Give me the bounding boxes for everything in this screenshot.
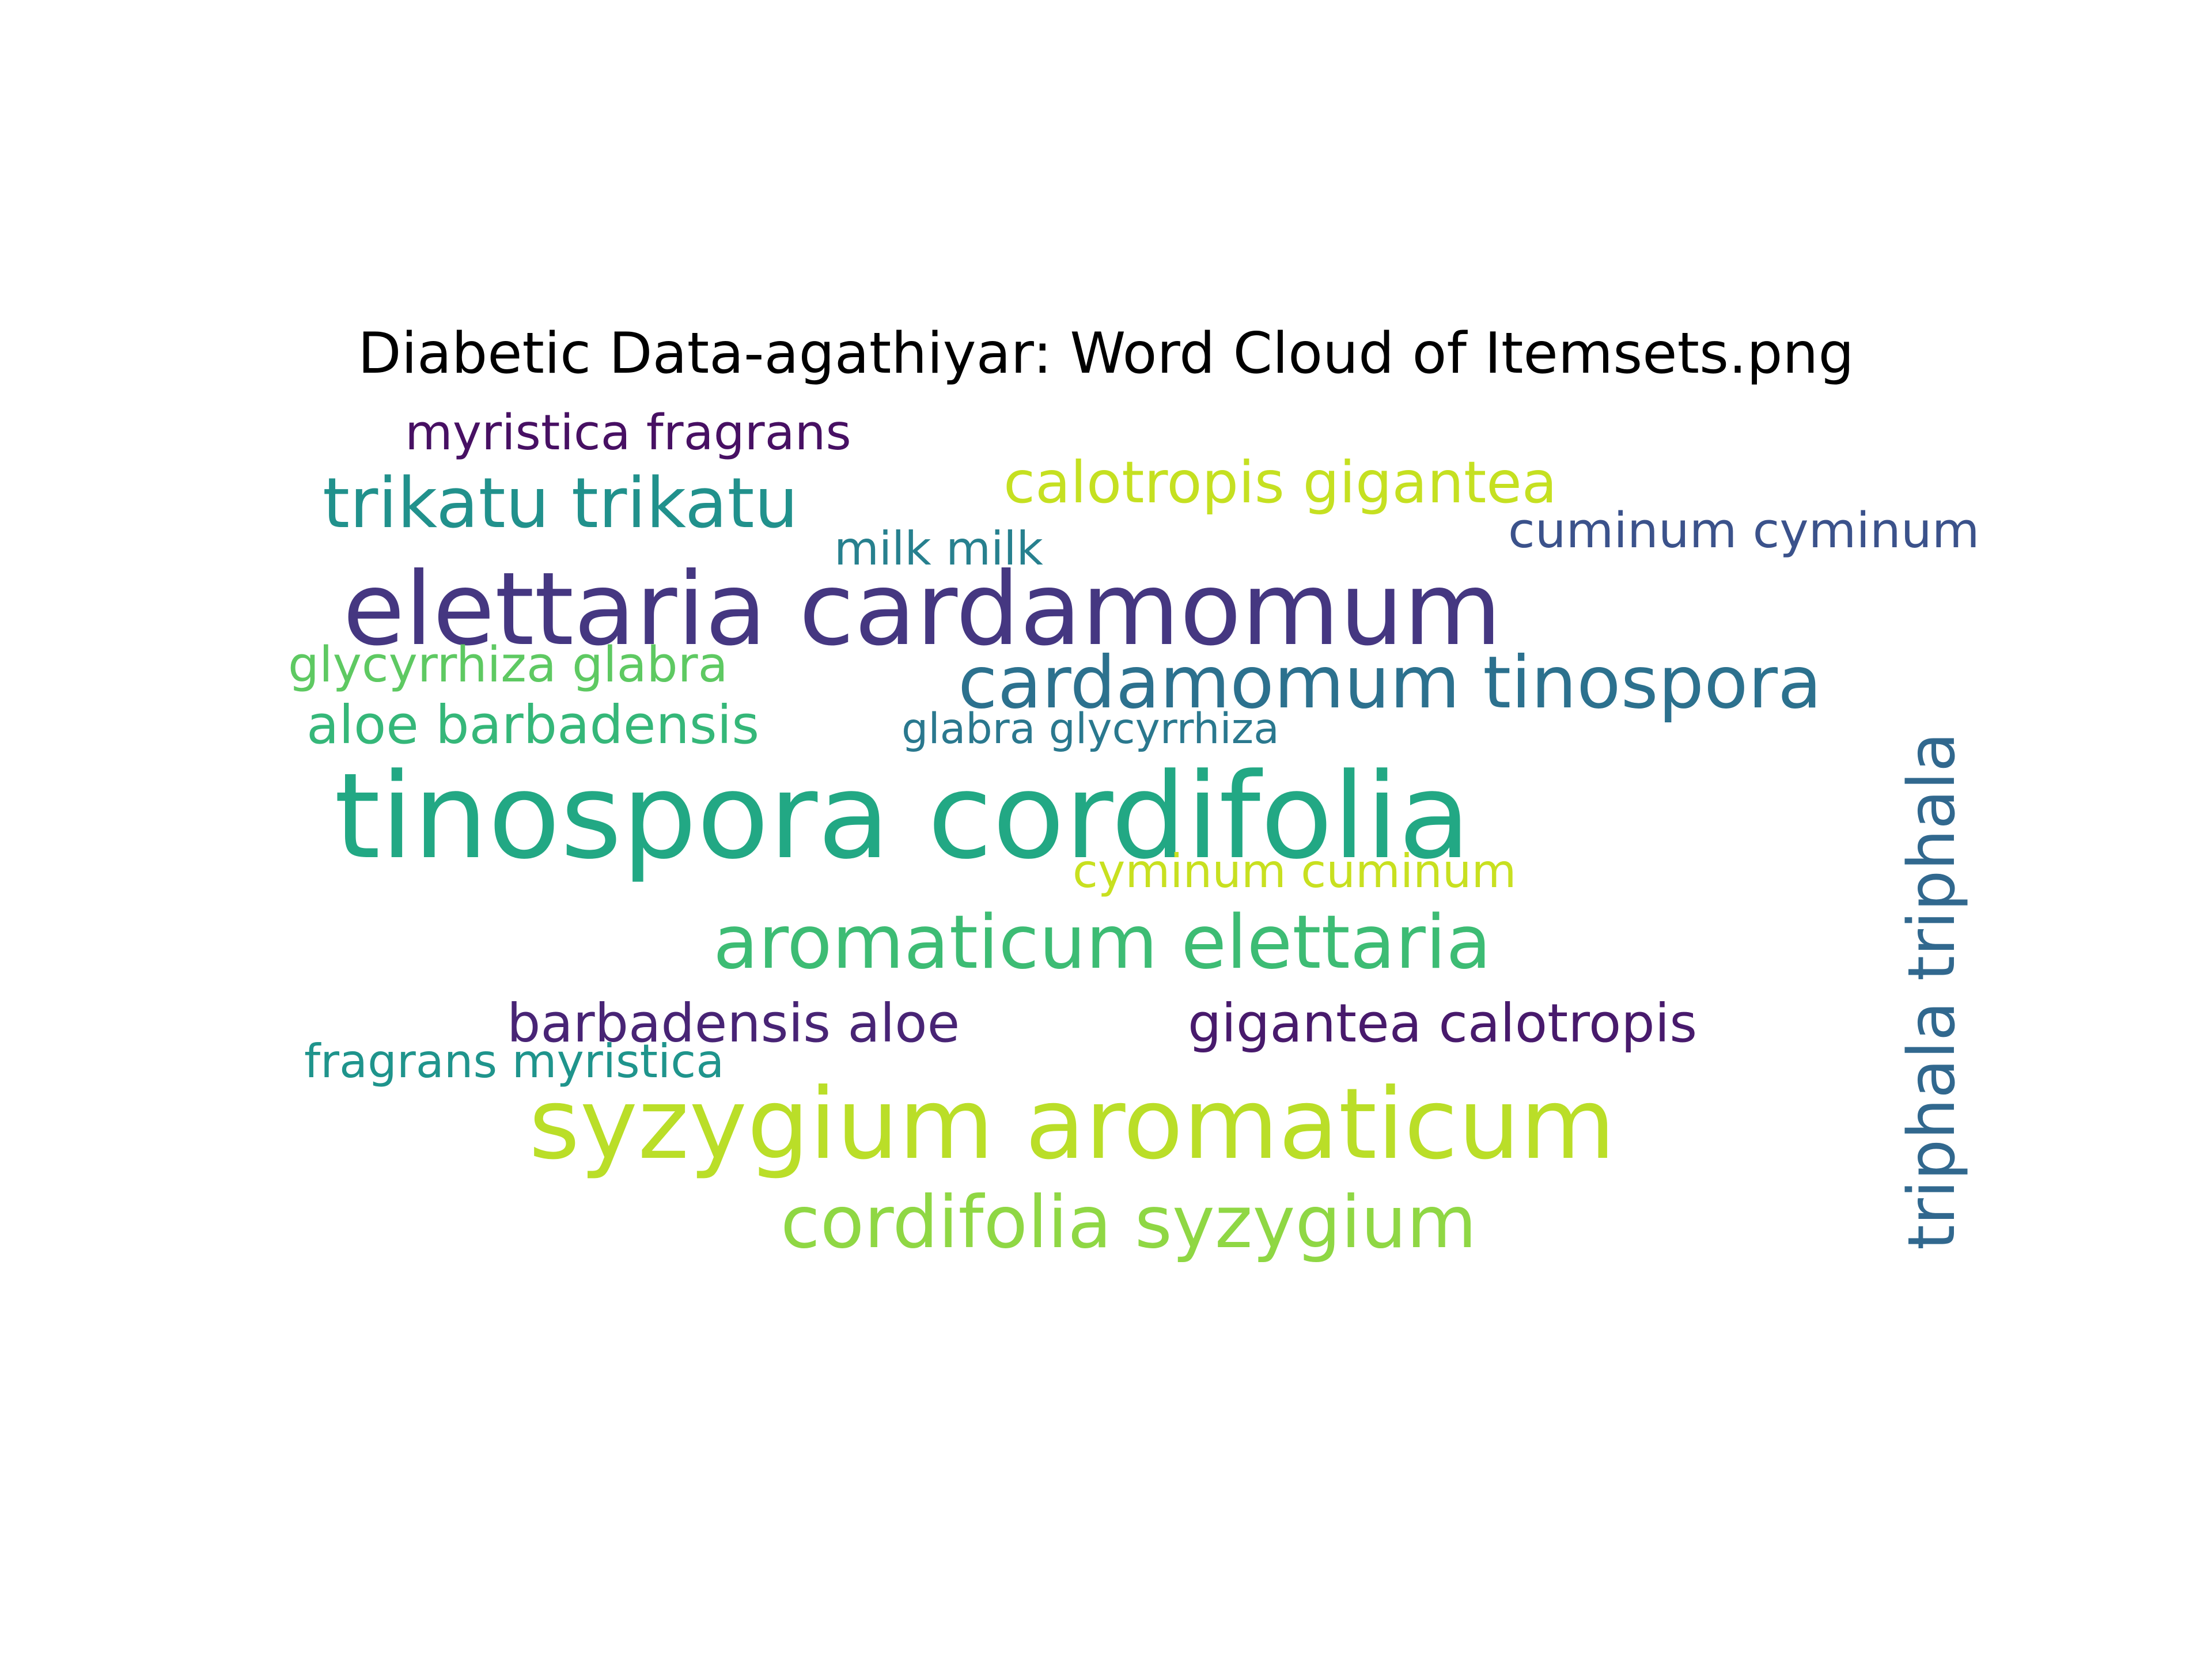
word-fragrans-myristica: fragrans myristica (304, 1035, 724, 1088)
word-myristica-fragrans: myristica fragrans (405, 404, 851, 461)
word-cordifolia-syzygium: cordifolia syzygium (781, 1181, 1477, 1264)
word-barbadensis-aloe: barbadensis aloe (507, 993, 960, 1054)
word-glycyrrhiza-glabra: glycyrrhiza glabra (288, 637, 728, 694)
word-trikatu-trikatu: trikatu trikatu (323, 464, 798, 544)
word-cuminum-cyminum: cuminum cyminum (1508, 502, 1980, 559)
word-tinospora-cordifolia: tinospora cordifolia (334, 748, 1471, 885)
word-milk-milk: milk milk (834, 522, 1044, 575)
word-cyminum-cuminum: cyminum cuminum (1073, 844, 1516, 898)
word-aloe-barbadensis: aloe barbadensis (306, 694, 759, 756)
word-calotropis-gigantea: calotropis gigantea (1003, 449, 1557, 516)
word-cardamomum-tinospora: cardamomum tinospora (958, 641, 1822, 725)
word-syzygium-aromaticum: syzygium aromaticum (529, 1067, 1615, 1181)
word-aromaticum-elettaria: aromaticum elettaria (713, 900, 1491, 986)
chart-title: Diabetic Data-agathiyar: Word Cloud of I… (358, 321, 1854, 387)
word-glabra-glycyrrhiza: glabra glycyrrhiza (902, 704, 1279, 753)
word-triphala-triphala: triphala triphala (1895, 732, 1969, 1250)
word-gigantea-calotropis: gigantea calotropis (1188, 993, 1697, 1054)
word-elettaria-cardamomum: elettaria cardamomum (343, 551, 1502, 668)
